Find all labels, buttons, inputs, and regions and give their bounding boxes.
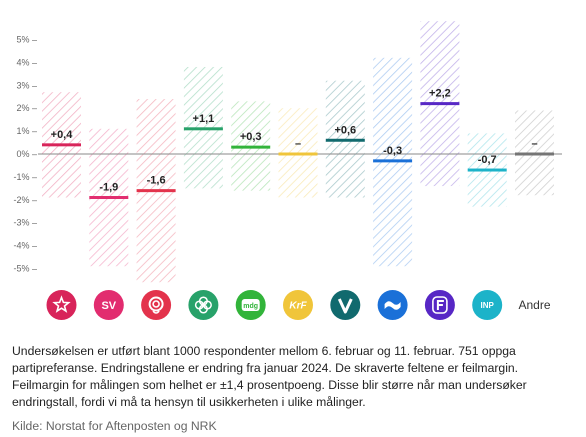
- party-logo-circle: [93, 290, 124, 320]
- party-logo-circle: [330, 290, 361, 320]
- value-marker-sp: [183, 127, 223, 131]
- rodt-star-icon: [46, 290, 77, 320]
- frp-f-icon: [424, 290, 455, 320]
- value-label-frp: +2,2: [429, 88, 451, 100]
- value-label-h: -0,3: [383, 145, 402, 157]
- party-logo-circle: [46, 290, 77, 320]
- value-label-v: +0,6: [334, 124, 356, 136]
- value-label-rodt: +0,4: [51, 129, 74, 141]
- value-marker-ap: [136, 189, 176, 193]
- y-tick-label: 1% –: [16, 126, 37, 136]
- y-tick-label: 5% –: [16, 35, 37, 45]
- value-marker-inp: [467, 168, 507, 172]
- svg-text:mdg: mdg: [243, 303, 258, 310]
- svg-text:INP: INP: [481, 301, 495, 310]
- y-tick-label: 0% –: [16, 149, 37, 159]
- value-marker-andre: [515, 152, 554, 156]
- y-tick-label: -1% –: [13, 172, 37, 182]
- value-label-andre: –: [531, 138, 537, 150]
- y-tick-label: -4% –: [13, 241, 37, 251]
- party-logo-circle: [283, 290, 313, 320]
- source-line: Kilde: Norstat for Aftenposten og NRK: [12, 419, 217, 433]
- value-label-krf: –: [295, 138, 301, 150]
- v-letter-icon: [330, 290, 361, 320]
- party-label-andre: Andre: [518, 298, 550, 312]
- y-tick-label: 2% –: [16, 103, 37, 113]
- mdg-text-icon: mdg: [235, 290, 266, 320]
- wave-icon: [377, 290, 408, 320]
- sv-text-icon: SV: [93, 290, 124, 320]
- krf-text-icon: KrF: [283, 290, 313, 320]
- y-tick-label: 4% –: [16, 57, 37, 67]
- value-marker-rodt: [42, 143, 81, 147]
- value-label-sv: -1,9: [99, 182, 118, 194]
- value-marker-krf: [278, 152, 318, 156]
- y-tick-label: -2% –: [13, 195, 37, 205]
- value-marker-v: [325, 138, 365, 142]
- clover-icon: [188, 290, 219, 320]
- value-marker-h: [373, 159, 413, 163]
- value-label-inp: -0,7: [478, 154, 497, 166]
- y-tick-label: -3% –: [13, 218, 37, 228]
- svg-text:SV: SV: [101, 300, 116, 312]
- party-change-chart: 5% – 4% – 3% – 2% – 1% – 0% – -1% – -2% – -3% – -…: [13, 21, 562, 320]
- value-marker-sv: [89, 196, 129, 200]
- rose-icon: [141, 290, 172, 320]
- party-logo-circle: [141, 290, 172, 320]
- party-logo-circle: [472, 290, 503, 320]
- value-label-ap: -1,6: [147, 175, 166, 187]
- value-label-mdg: +0,3: [240, 131, 262, 143]
- value-label-sp: +1,1: [193, 113, 215, 125]
- value-marker-frp: [420, 102, 460, 106]
- survey-note: Undersøkelsen er utført blant 1000 respo…: [12, 344, 527, 409]
- y-tick-label: 3% –: [16, 80, 37, 90]
- value-marker-mdg: [231, 145, 271, 149]
- inp-text-icon: INP: [472, 290, 503, 320]
- svg-text:KrF: KrF: [289, 301, 307, 312]
- y-tick-label: -5% –: [13, 264, 37, 274]
